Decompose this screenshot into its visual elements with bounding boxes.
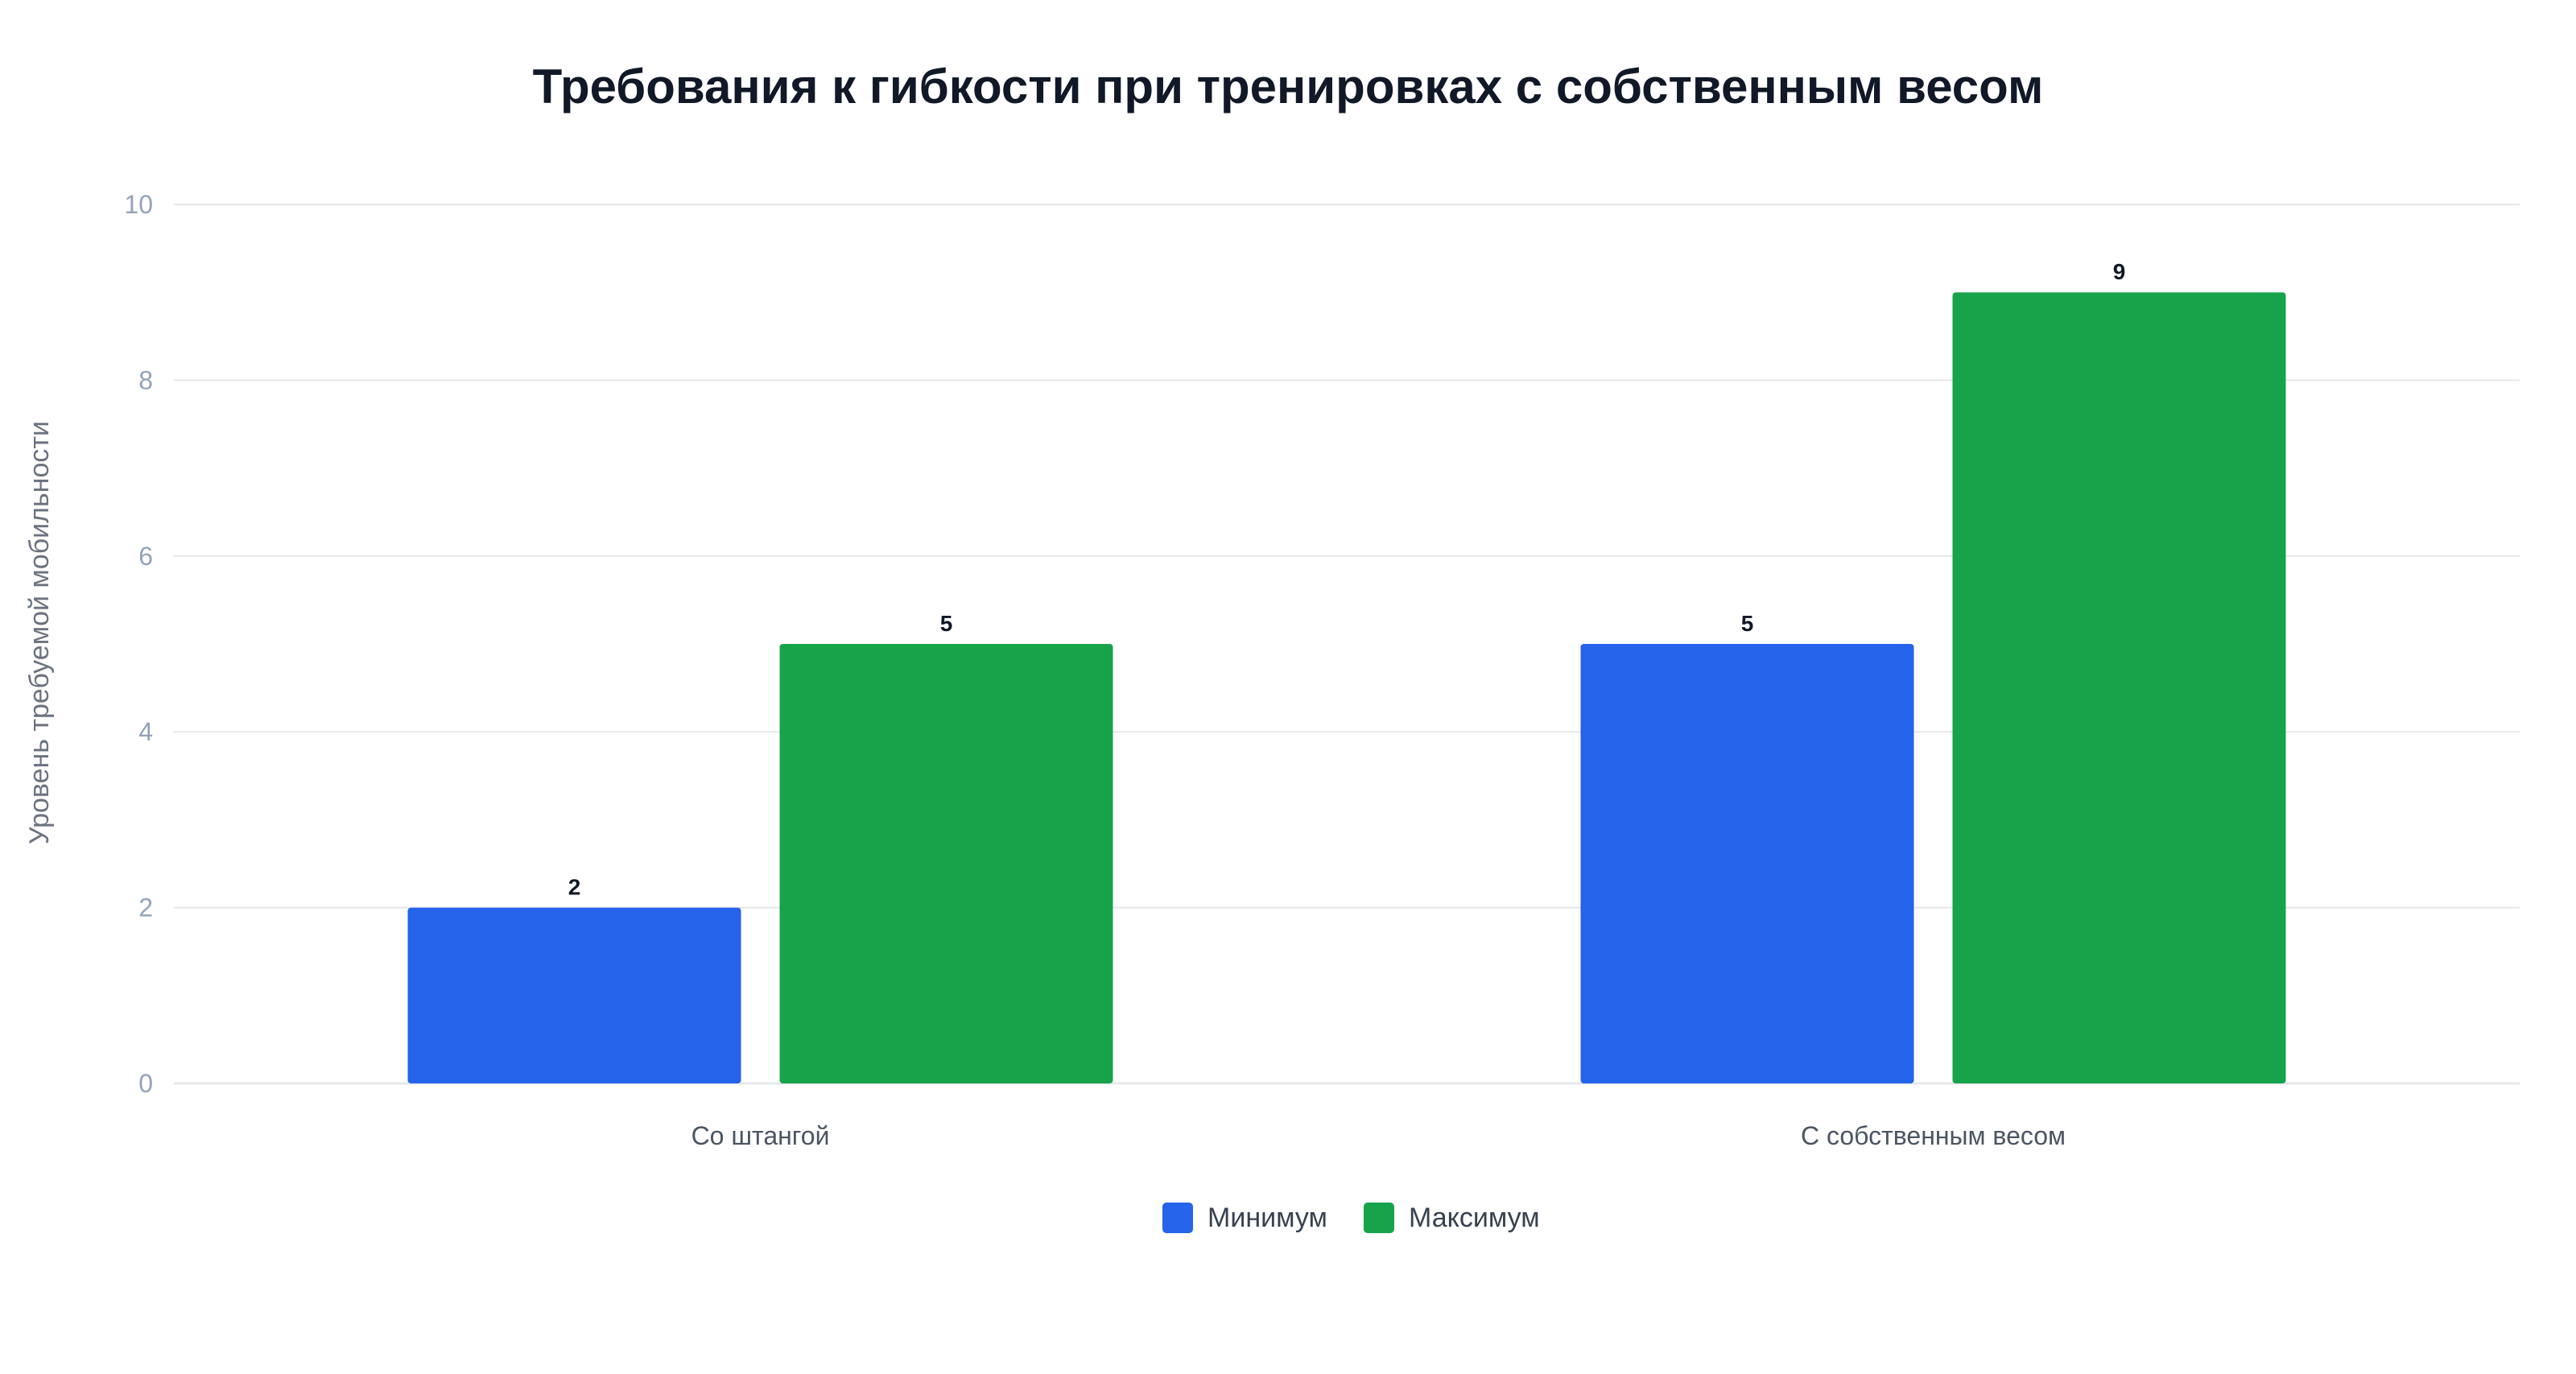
- data-label: 2: [568, 875, 581, 900]
- x-tick-label: С собственным весом: [1801, 1121, 2066, 1150]
- y-tick-label: 0: [138, 1069, 153, 1098]
- y-tick-label: 6: [138, 542, 153, 571]
- data-label: 5: [1741, 611, 1754, 636]
- bar: [407, 907, 741, 1083]
- legend-swatch: [1162, 1203, 1193, 1233]
- legend-item: Максимум: [1364, 1203, 1540, 1233]
- bars: [407, 292, 2286, 1083]
- bar: [1952, 292, 2286, 1083]
- x-tick-label: Со штангой: [691, 1121, 830, 1150]
- chart-title: Требования к гибкости при тренировках с …: [533, 60, 2044, 113]
- y-tick-label: 2: [138, 893, 153, 922]
- y-axis-ticks: 0 2 4 6 8 10: [124, 190, 153, 1098]
- legend-item: Минимум: [1162, 1203, 1327, 1233]
- data-labels: 2 5 5 9: [568, 259, 2126, 899]
- legend-swatch: [1364, 1203, 1394, 1233]
- bar: [1580, 644, 1914, 1083]
- x-axis-categories: Со штангой С собственным весом: [691, 1121, 2066, 1150]
- data-label: 5: [940, 611, 953, 636]
- legend: Минимум Максимум: [1162, 1203, 1540, 1233]
- y-tick-label: 4: [138, 717, 153, 746]
- legend-label: Минимум: [1208, 1203, 1327, 1233]
- data-label: 9: [2113, 259, 2126, 284]
- y-tick-label: 10: [124, 190, 153, 219]
- y-axis-label: Уровень требуемой мобильности: [24, 421, 55, 844]
- bar: [779, 644, 1113, 1083]
- y-tick-label: 8: [138, 365, 153, 394]
- legend-label: Максимум: [1409, 1203, 1540, 1233]
